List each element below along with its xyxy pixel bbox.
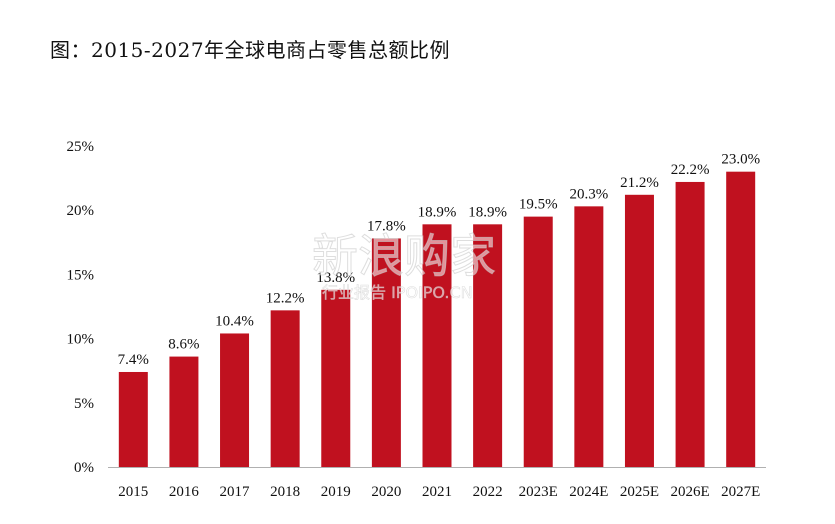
x-tick-label: 2024E bbox=[569, 484, 608, 500]
data-label: 8.6% bbox=[168, 337, 199, 353]
bar bbox=[371, 238, 401, 467]
bar bbox=[220, 333, 250, 467]
watermark: 新浪购家 行业报告 IPOIPO.CN bbox=[312, 229, 497, 303]
x-tick-label: 2021 bbox=[422, 484, 452, 500]
x-tick-label: 2020 bbox=[371, 484, 401, 500]
data-label: 10.4% bbox=[215, 313, 254, 329]
bar bbox=[675, 181, 705, 467]
bar bbox=[624, 194, 654, 468]
data-label: 12.2% bbox=[266, 290, 305, 306]
x-tick-label: 2023E bbox=[519, 484, 558, 500]
y-tick-label: 5% bbox=[74, 396, 94, 412]
x-tick-label: 2026E bbox=[670, 484, 709, 500]
chart-title: 图：2015-2027年全球电商占零售总额比例 bbox=[50, 38, 451, 62]
bar bbox=[473, 224, 503, 467]
watermark-logo: 新浪购家 bbox=[312, 229, 496, 283]
data-label: 22.2% bbox=[671, 162, 710, 178]
y-tick-label: 15% bbox=[67, 267, 95, 283]
bar bbox=[321, 289, 351, 467]
x-tick-label: 2015 bbox=[118, 484, 148, 500]
bar bbox=[523, 216, 553, 467]
x-tick-label: 2025E bbox=[620, 484, 659, 500]
data-label: 21.2% bbox=[620, 175, 659, 191]
x-axis-ticks: 2015 2016 2017 2018 2019 2020 2021 2022 2023E 202… bbox=[118, 484, 760, 500]
data-label: 7.4% bbox=[118, 352, 149, 368]
y-tick-label: 10% bbox=[67, 332, 95, 348]
data-label: 18.9% bbox=[468, 204, 507, 220]
data-label: 23.0% bbox=[721, 152, 760, 168]
watermark-site: 行业报告 IPOIPO.CN bbox=[322, 283, 473, 302]
bar bbox=[118, 371, 148, 467]
x-tick-label: 2022 bbox=[473, 484, 503, 500]
x-tick-label: 2017 bbox=[220, 484, 251, 500]
bars bbox=[118, 171, 756, 468]
x-tick-label: 2018 bbox=[270, 484, 300, 500]
x-tick-label: 2027E bbox=[721, 484, 760, 500]
data-label: 17.8% bbox=[367, 218, 406, 234]
data-label: 20.3% bbox=[569, 186, 608, 202]
y-tick-label: 20% bbox=[67, 203, 95, 219]
y-axis-ticks: 0% 5% 10% 15% 20% 25% bbox=[67, 139, 95, 476]
data-label: 19.5% bbox=[519, 197, 558, 213]
y-tick-label: 25% bbox=[67, 139, 95, 155]
bar bbox=[169, 356, 199, 467]
x-tick-label: 2019 bbox=[321, 484, 351, 500]
bar bbox=[574, 206, 604, 467]
data-label: 18.9% bbox=[418, 204, 457, 220]
data-label: 13.8% bbox=[316, 270, 355, 286]
data-labels: 7.4% 8.6% 10.4% 12.2% 13.8% 17.8% 18.9% 18.9% 19… bbox=[118, 152, 760, 368]
bar bbox=[270, 310, 300, 467]
bar bbox=[726, 171, 756, 467]
y-tick-label: 0% bbox=[74, 460, 94, 476]
bar bbox=[422, 224, 452, 467]
x-tick-label: 2016 bbox=[169, 484, 200, 500]
